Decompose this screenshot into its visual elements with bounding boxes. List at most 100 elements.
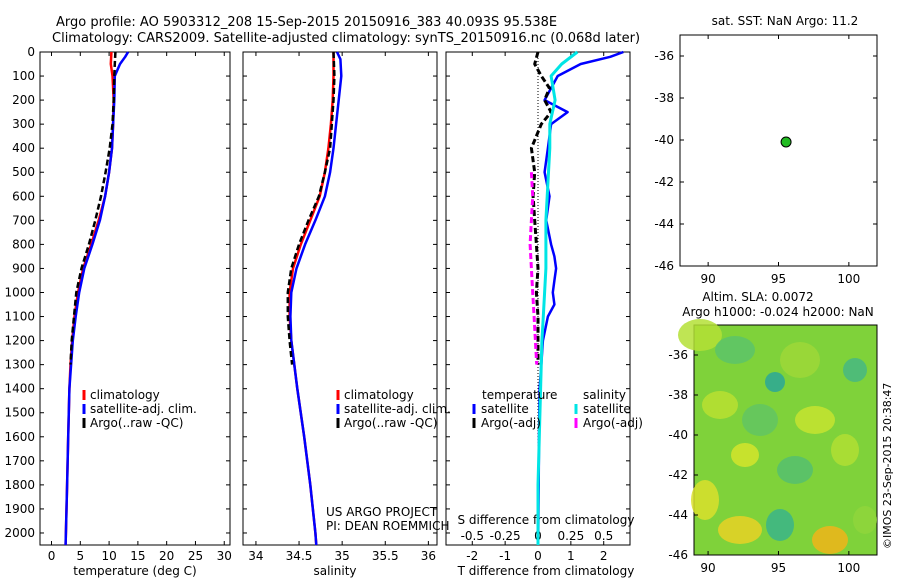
difference-xtick-label: -1 xyxy=(499,549,511,563)
temperature-series-line xyxy=(69,51,117,365)
figure-title-line1: Argo profile: AO 5903312_208 15-Sep-2015… xyxy=(56,15,558,30)
legend-label: climatology xyxy=(344,388,414,402)
depth-tick-label: 900 xyxy=(12,261,35,275)
sla-anomaly-patch xyxy=(766,509,794,541)
temperature-xtick-label: 20 xyxy=(159,549,174,563)
sst-ytick-label: -38 xyxy=(654,91,674,105)
sst-ytick-label: -40 xyxy=(654,133,674,147)
difference-series-line xyxy=(536,50,579,545)
legend-title-temperature: temperature xyxy=(482,388,557,402)
sdiff-xtick-label: 0.25 xyxy=(557,529,584,543)
sdiff-xtick-label: -0.5 xyxy=(461,529,484,543)
sst-ytick-label: -44 xyxy=(654,217,674,231)
sla-anomaly-patch xyxy=(702,391,738,419)
depth-tick-label: 1100 xyxy=(4,310,35,324)
depth-tick-label: 1000 xyxy=(4,285,35,299)
temperature-series-line xyxy=(64,51,130,546)
depth-tick-label: 2000 xyxy=(4,526,35,540)
sla-anomaly-patch xyxy=(765,372,785,392)
legend-label: satellite-adj. clim. xyxy=(90,402,197,416)
temperature-axes-frame xyxy=(39,51,231,546)
sla-ytick-label: -42 xyxy=(668,468,688,482)
salinity-xtick-label: 34 xyxy=(248,549,263,563)
legend-label: satellite xyxy=(583,402,631,416)
sla-xtick-label: 100 xyxy=(837,561,860,575)
sla-anomaly-patch xyxy=(853,506,877,534)
legend-label: satellite xyxy=(481,402,529,416)
temp-xlabel: temperature (deg C) xyxy=(73,564,196,578)
difference-series-line xyxy=(529,51,553,365)
depth-tick-label: 1200 xyxy=(4,334,35,348)
depth-tick-label: 800 xyxy=(12,237,35,251)
sla-title-2: Argo h1000: -0.024 h2000: NaN xyxy=(682,305,874,319)
depth-tick-label: 100 xyxy=(12,69,35,83)
project-line2: PI: DEAN ROEMMICH xyxy=(326,519,449,533)
difference-series-line xyxy=(528,172,539,365)
depth-tick-label: 1400 xyxy=(4,382,35,396)
salinity-series-line xyxy=(288,52,335,546)
sla-anomaly-patch xyxy=(718,516,762,544)
sst-xtick-label: 90 xyxy=(701,272,716,286)
legend-label: climatology xyxy=(90,388,160,402)
diff-xlabel: T difference from climatology xyxy=(457,564,635,578)
sdiff-xtick-label: -0.25 xyxy=(490,529,521,543)
salinity-xtick-label: 35.5 xyxy=(372,549,399,563)
sst-map-frame xyxy=(679,34,878,267)
depth-tick-label: 1300 xyxy=(4,358,35,372)
sla-ytick-label: -46 xyxy=(668,548,688,562)
salinity-series-line xyxy=(289,51,343,546)
legend-label: Argo(-adj) xyxy=(583,416,643,430)
project-line1: US ARGO PROJECT xyxy=(326,505,438,519)
depth-tick-label: 1600 xyxy=(4,430,35,444)
argo-position-marker xyxy=(780,136,792,148)
depth-tick-label: 1500 xyxy=(4,406,35,420)
sla-anomaly-patch xyxy=(678,319,722,351)
legend-label: Argo(..raw -QC) xyxy=(344,416,437,430)
sla-anomaly-patch xyxy=(831,434,859,466)
difference-xtick-label: 0 xyxy=(534,549,542,563)
legend-label: Argo(-adj) xyxy=(481,416,541,430)
legend-label: Argo(..raw -QC) xyxy=(90,416,183,430)
figure-title-line2: Climatology: CARS2009. Satellite-adjuste… xyxy=(52,31,641,46)
sla-anomaly-patch xyxy=(843,358,867,382)
depth-tick-label: 500 xyxy=(12,165,35,179)
temperature-xtick-label: 30 xyxy=(217,549,232,563)
sal-xlabel: salinity xyxy=(313,564,356,578)
salinity-xtick-label: 35 xyxy=(335,549,350,563)
difference-xtick-label: 1 xyxy=(567,549,575,563)
sla-ytick-label: -40 xyxy=(668,428,688,442)
sla-ytick-label: -36 xyxy=(668,348,688,362)
sla-xtick-label: 95 xyxy=(771,561,786,575)
difference-xtick-label: -2 xyxy=(466,549,478,563)
sla-anomaly-patch xyxy=(731,443,759,467)
sla-anomaly-patch xyxy=(795,406,835,434)
sst-panel-title: sat. SST: NaN Argo: 11.2 xyxy=(712,14,859,28)
sla-ytick-label: -38 xyxy=(668,388,688,402)
depth-tick-label: 700 xyxy=(12,213,35,227)
sla-anomaly-patch xyxy=(742,404,778,436)
temperature-series-line xyxy=(64,51,115,546)
sla-anomaly-patch xyxy=(777,456,813,484)
temperature-xtick-label: 25 xyxy=(188,549,203,563)
sla-xtick-label: 90 xyxy=(700,561,715,575)
diff-xlabel2: S difference from climatology xyxy=(458,513,635,527)
temperature-xtick-label: 0 xyxy=(48,549,56,563)
salinity-axes-frame xyxy=(242,51,438,546)
sdiff-xtick-label: 0.5 xyxy=(594,529,613,543)
salinity-series-line xyxy=(286,51,336,365)
sla-anomaly-patch xyxy=(812,526,848,554)
legend-title-salinity: salinity xyxy=(583,388,626,402)
sla-anomaly-patch xyxy=(780,342,820,378)
sla-anomaly-patch xyxy=(691,480,719,520)
sst-xtick-label: 100 xyxy=(837,272,860,286)
depth-tick-label: 1800 xyxy=(4,478,35,492)
credit-text: ©IMOS 23-Sep-2015 20:38:47 xyxy=(881,383,894,549)
temperature-xtick-label: 5 xyxy=(76,549,84,563)
legend-label: satellite-adj. clim. xyxy=(344,402,451,416)
depth-tick-label: 600 xyxy=(12,189,35,203)
sst-xtick-label: 95 xyxy=(771,272,786,286)
depth-tick-label: 200 xyxy=(12,93,35,107)
sst-ytick-label: -42 xyxy=(654,175,674,189)
sst-ytick-label: -36 xyxy=(654,49,674,63)
